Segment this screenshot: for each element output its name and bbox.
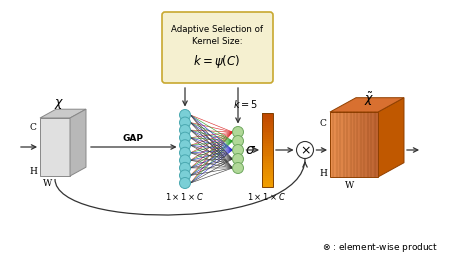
Bar [346, 112, 349, 177]
Bar [262, 120, 273, 122]
Bar [365, 112, 368, 177]
Bar [356, 112, 360, 177]
Text: $\times$: $\times$ [300, 144, 310, 157]
Text: GAP: GAP [122, 134, 144, 143]
Bar [262, 161, 273, 163]
Circle shape [233, 144, 244, 155]
Bar [262, 139, 273, 141]
Bar [262, 131, 273, 134]
Circle shape [180, 155, 191, 166]
Bar [349, 112, 352, 177]
Bar [262, 141, 273, 143]
Polygon shape [40, 118, 70, 176]
Text: $\chi$: $\chi$ [54, 97, 64, 111]
Bar [262, 152, 273, 154]
Bar [330, 112, 333, 177]
Text: H: H [29, 167, 37, 177]
Bar [262, 157, 273, 159]
Bar [262, 113, 273, 115]
Circle shape [180, 170, 191, 181]
Bar [343, 112, 346, 177]
Bar [262, 181, 273, 183]
Bar [262, 167, 273, 169]
Text: $1\times1\times C$: $1\times1\times C$ [165, 191, 204, 202]
Bar [262, 165, 273, 167]
Bar [367, 112, 371, 177]
Text: Kernel Size:: Kernel Size: [191, 36, 242, 45]
Bar [262, 133, 273, 135]
Bar [354, 112, 357, 177]
Bar [262, 137, 273, 139]
Bar [262, 174, 273, 176]
Bar [370, 112, 373, 177]
Circle shape [180, 125, 191, 136]
Bar [262, 155, 273, 158]
Bar [262, 148, 273, 150]
Bar [262, 146, 273, 148]
Text: Adaptive Selection of: Adaptive Selection of [171, 25, 263, 34]
Text: W: W [346, 181, 355, 190]
Text: H: H [319, 168, 327, 177]
Bar [262, 135, 273, 137]
Bar [262, 122, 273, 124]
Bar [262, 130, 273, 132]
Bar [262, 143, 273, 145]
Text: C: C [29, 124, 36, 133]
Bar [262, 115, 273, 117]
Bar [375, 112, 379, 177]
Circle shape [233, 126, 244, 138]
Circle shape [180, 110, 191, 120]
FancyBboxPatch shape [162, 12, 273, 83]
Bar [333, 112, 336, 177]
Text: $1\times1\times C$: $1\times1\times C$ [247, 191, 286, 202]
Bar [262, 168, 273, 171]
Circle shape [297, 142, 313, 158]
Bar [262, 163, 273, 165]
Bar [262, 117, 273, 119]
Polygon shape [330, 98, 404, 112]
Circle shape [180, 147, 191, 158]
Bar [262, 119, 273, 121]
Polygon shape [40, 109, 86, 118]
Circle shape [233, 135, 244, 147]
Bar [262, 178, 273, 180]
Bar [262, 113, 273, 187]
Bar [262, 124, 273, 126]
Text: $\tilde{\chi}$: $\tilde{\chi}$ [364, 90, 374, 108]
Circle shape [180, 117, 191, 128]
Polygon shape [378, 98, 404, 177]
Circle shape [180, 177, 191, 188]
Circle shape [180, 162, 191, 173]
Circle shape [180, 132, 191, 143]
Bar [362, 112, 365, 177]
Bar [341, 112, 344, 177]
Bar [373, 112, 376, 177]
Text: C: C [319, 120, 327, 129]
Bar [262, 154, 273, 156]
Bar [262, 159, 273, 161]
Text: $k = \psi(C)$: $k = \psi(C)$ [193, 53, 241, 69]
Text: $\otimes$ : element-wise product: $\otimes$ : element-wise product [322, 242, 438, 254]
Text: W: W [44, 180, 53, 188]
Bar [262, 176, 273, 178]
Bar [262, 128, 273, 130]
Circle shape [233, 153, 244, 164]
Bar [262, 180, 273, 182]
Circle shape [180, 140, 191, 151]
Bar [262, 150, 273, 152]
Bar [262, 144, 273, 147]
Bar [351, 112, 355, 177]
Circle shape [233, 163, 244, 173]
Text: $\sigma$: $\sigma$ [246, 143, 256, 157]
Bar [262, 172, 273, 174]
Bar [262, 126, 273, 128]
Text: $k = 5$: $k = 5$ [234, 98, 258, 110]
Bar [338, 112, 341, 177]
Bar [262, 170, 273, 172]
Bar [359, 112, 363, 177]
Bar [335, 112, 338, 177]
Bar [262, 183, 273, 185]
Bar [262, 185, 273, 187]
Polygon shape [70, 109, 86, 176]
